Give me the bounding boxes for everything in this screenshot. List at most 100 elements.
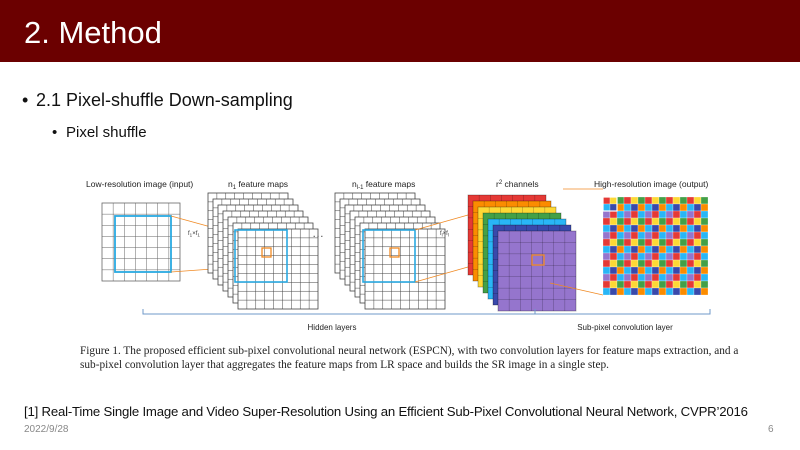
hr-pixel: [686, 259, 695, 268]
hr-pixel: [700, 252, 709, 261]
hr-pixel: [665, 287, 674, 296]
hr-pixel: [693, 238, 702, 247]
hr-pixel: [602, 238, 611, 247]
hr-pixel: [616, 259, 625, 268]
hr-pixel: [672, 245, 681, 254]
hr-pixel: [630, 273, 639, 282]
hr-pixel: [651, 210, 660, 219]
hr-pixel: [630, 217, 639, 226]
hr-pixel: [672, 196, 681, 205]
hr-pixel: [658, 252, 667, 261]
hr-pixel: [630, 266, 639, 275]
hr-pixel: [679, 210, 688, 219]
hr-pixel: [609, 196, 618, 205]
hr-pixel: [630, 210, 639, 219]
hr-pixel: [651, 196, 660, 205]
bullet-level1: • 2.1 Pixel-shuffle Down-sampling: [22, 90, 293, 111]
hr-pixel: [658, 245, 667, 254]
hr-pixel: [630, 196, 639, 205]
hr-pixel: [658, 210, 667, 219]
hr-pixel: [616, 280, 625, 289]
hr-pixel: [693, 196, 702, 205]
hr-pixel: [672, 210, 681, 219]
hr-pixel: [602, 210, 611, 219]
subpixel-layer-bracket: [535, 309, 711, 315]
hr-pixel: [665, 259, 674, 268]
hr-pixel: [651, 273, 660, 282]
hr-pixel: [623, 259, 632, 268]
hr-pixel: [700, 238, 709, 247]
hr-pixel: [679, 259, 688, 268]
hr-pixel: [630, 238, 639, 247]
hr-pixel: [686, 217, 695, 226]
hr-pixel: [609, 245, 618, 254]
hr-pixel: [644, 231, 653, 240]
hr-pixel: [651, 245, 660, 254]
hr-pixel: [679, 203, 688, 212]
hr-pixel: [665, 224, 674, 233]
hr-pixel: [679, 266, 688, 275]
lr-receptive-field: [114, 215, 172, 273]
hr-pixel: [616, 210, 625, 219]
hr-pixel: [609, 231, 618, 240]
hr-pixel: [616, 217, 625, 226]
lr-grid: [101, 202, 181, 282]
hr-pixel: [630, 280, 639, 289]
hr-pixel: [651, 203, 660, 212]
hr-pixel: [693, 210, 702, 219]
hr-pixel: [644, 210, 653, 219]
hr-pixel: [658, 217, 667, 226]
kernel-size-label-2: fl×fl: [440, 231, 449, 238]
hr-pixel: [623, 210, 632, 219]
hr-pixel: [700, 245, 709, 254]
label-r2-channels: r2 channels: [496, 179, 539, 189]
hr-pixel: [651, 224, 660, 233]
hr-pixel: [700, 266, 709, 275]
slide-header: 2. Method: [0, 0, 800, 62]
hr-pixel: [686, 210, 695, 219]
kernel-size-label-1: f1×f1: [188, 231, 200, 238]
hr-pixel: [637, 196, 646, 205]
hr-pixel: [602, 259, 611, 268]
hr-pixel: [644, 273, 653, 282]
hr-pixel: [616, 245, 625, 254]
hr-pixel: [693, 273, 702, 282]
hr-pixel: [658, 280, 667, 289]
hidden-layers-label: Hidden layers: [308, 323, 357, 332]
lr-input-image: [101, 202, 181, 282]
hr-pixel-block-highlight: [602, 196, 618, 212]
hr-pixel: [700, 231, 709, 240]
hr-pixel: [672, 273, 681, 282]
hr-pixel: [602, 217, 611, 226]
hr-pixel: [644, 252, 653, 261]
hr-pixel: [616, 266, 625, 275]
figure-caption: Figure 1. The proposed efficient sub-pix…: [80, 345, 739, 371]
hr-pixel: [637, 273, 646, 282]
hr-pixel: [609, 259, 618, 268]
hr-pixel: [602, 266, 611, 275]
hr-pixel: [609, 280, 618, 289]
hr-pixel: [609, 252, 618, 261]
hr-pixel: [602, 203, 611, 212]
hr-pixel: [616, 287, 625, 296]
hr-pixel: [637, 217, 646, 226]
hr-pixel: [630, 245, 639, 254]
hr-pixel: [700, 273, 709, 282]
hr-pixel: [637, 224, 646, 233]
label-n1-feature-maps: n1 feature maps: [228, 179, 288, 191]
hr-pixel: [623, 252, 632, 261]
label-lr-input: Low-resolution image (input): [86, 179, 193, 189]
hr-pixel: [630, 287, 639, 296]
hr-pixel: [623, 287, 632, 296]
hr-pixel: [686, 245, 695, 254]
hr-pixel: [616, 196, 625, 205]
hr-pixel: [651, 217, 660, 226]
hr-pixel: [609, 273, 618, 282]
hr-pixel: [644, 287, 653, 296]
hr-pixel: [623, 245, 632, 254]
hr-pixel: [644, 266, 653, 275]
hr-pixel: [630, 259, 639, 268]
hr-pixel: [651, 287, 660, 296]
hr-pixel: [637, 238, 646, 247]
hr-pixel: [665, 196, 674, 205]
